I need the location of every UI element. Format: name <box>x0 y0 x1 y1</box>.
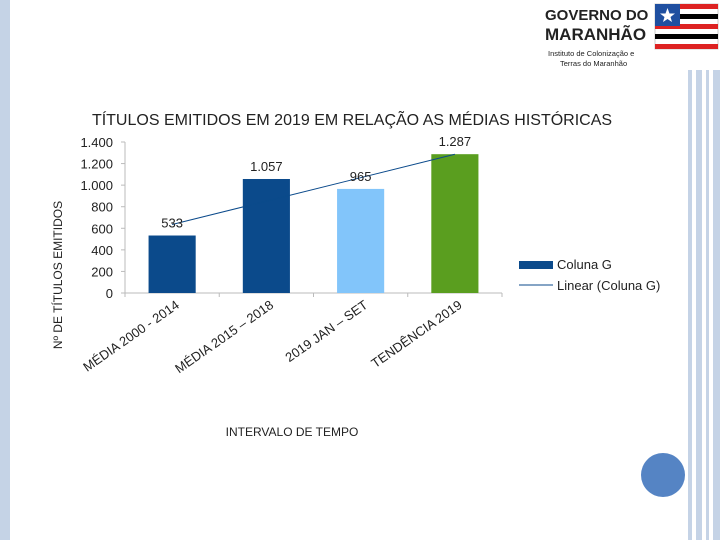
flag-stripe <box>655 14 718 19</box>
x-tick-label: 2019 JAN – SET <box>282 297 370 365</box>
data-label: 1.287 <box>439 134 472 149</box>
y-tick-label: 1.400 <box>80 135 113 150</box>
flag-stripe <box>655 44 718 49</box>
data-label: 533 <box>161 216 183 231</box>
y-tick-label: 200 <box>91 264 113 279</box>
flag-stripe <box>655 24 718 29</box>
logo-text: MARANHÃO <box>545 24 646 44</box>
legend-label: Coluna G <box>557 257 612 272</box>
logo: GOVERNO DO MARANHÃO Instituto de Coloniz… <box>545 3 719 68</box>
y-tick-label: 0 <box>106 286 113 301</box>
flag-star <box>660 8 675 22</box>
right-stripe <box>696 70 702 540</box>
bar <box>337 188 385 293</box>
right-stripe <box>713 70 720 540</box>
y-axis-label: Nº DE TÍTULOS EMITIDOS <box>50 201 65 349</box>
legend-swatch <box>519 261 553 269</box>
y-tick-label: 1.200 <box>80 157 113 172</box>
bar <box>431 154 479 293</box>
left-stripe <box>0 0 10 540</box>
y-tick-label: 400 <box>91 243 113 258</box>
decor-circle <box>641 453 685 497</box>
logo-text: GOVERNO DO <box>545 7 649 24</box>
y-tick-label: 600 <box>91 221 113 236</box>
data-label: 965 <box>350 169 372 184</box>
flag-stripe <box>655 34 718 39</box>
logo-text: Instituto de Colonização e <box>548 49 634 58</box>
bar <box>242 178 290 293</box>
x-tick-label: TENDÊNCIA 2019 <box>368 297 464 371</box>
data-label: 1.057 <box>250 159 283 174</box>
x-tick-label: MÉDIA 2000 - 2014 <box>80 297 182 374</box>
legend-label: Linear (Coluna G) <box>557 278 660 293</box>
bar <box>148 235 196 293</box>
flag-stripe <box>655 4 718 9</box>
x-tick-label: MÉDIA 2015 – 2018 <box>172 297 276 376</box>
logo-text: Terras do Maranhão <box>560 59 627 68</box>
right-stripe <box>688 70 692 540</box>
y-tick-label: 1.000 <box>80 178 113 193</box>
x-axis-label: INTERVALO DE TEMPO <box>226 425 359 439</box>
trendline <box>172 153 455 225</box>
right-stripe <box>706 70 709 540</box>
y-tick-label: 800 <box>91 200 113 215</box>
chart-title: TÍTULOS EMITIDOS EM 2019 EM RELAÇÃO AS M… <box>92 109 612 129</box>
